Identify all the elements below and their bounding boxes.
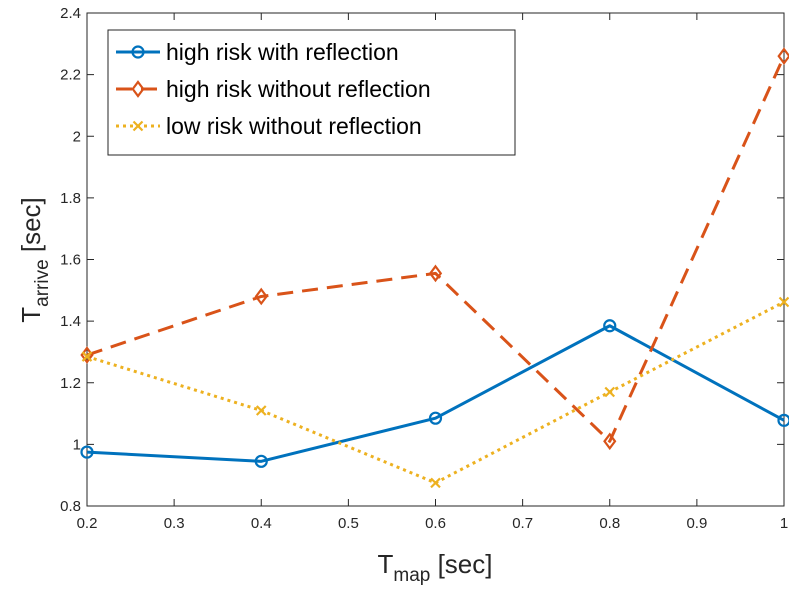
- legend-label-2: high risk without reflection: [166, 76, 431, 102]
- x-axis: 0.2 0.3 0.4 0.5 0.6 0.7 0.8 0.9 1: [77, 13, 788, 532]
- x-marker-stroke: [778, 296, 789, 308]
- data-point-series-2: [777, 47, 789, 65]
- data-point-series-2: [603, 432, 617, 451]
- x-tick-label: 0.9: [686, 515, 707, 532]
- x-tick-label: 1: [780, 515, 788, 532]
- y-tick-label: 1.4: [60, 313, 81, 330]
- data-point-series-1: [80, 445, 94, 459]
- data-point-series-3: [81, 351, 93, 362]
- y-tick-label: 1.6: [60, 252, 81, 269]
- y-tick-label: 0.8: [60, 498, 81, 515]
- data-point-series-3: [604, 386, 616, 398]
- data-point-series-2: [254, 287, 268, 306]
- data-point-series-1: [428, 411, 443, 425]
- legend-label-1: high risk with reflection: [166, 39, 399, 65]
- x-marker-stroke: [132, 120, 144, 132]
- y-tick-label: 1.2: [60, 375, 81, 392]
- x-marker-stroke: [255, 405, 267, 416]
- x-marker-stroke: [81, 351, 93, 362]
- legend-marker-2: [131, 80, 145, 98]
- x-marker-stroke: [430, 477, 441, 489]
- x-tick-label: 0.7: [512, 515, 533, 532]
- legend-items: high risk with reflection high risk witho…: [116, 39, 431, 139]
- data-point-series-3: [778, 296, 789, 308]
- x-tick-label: 0.8: [599, 515, 620, 532]
- series-line-2: [86, 55, 786, 443]
- data-point-series-2: [428, 264, 443, 283]
- data-point-series-1: [603, 319, 617, 333]
- data-point-series-1: [254, 454, 268, 468]
- data-point-series-3: [430, 477, 441, 489]
- y-tick-label: 2.4: [60, 5, 81, 22]
- legend-label-3: low risk without reflection: [166, 113, 422, 139]
- data-point-series-1: [777, 413, 789, 427]
- legend-marker-1: [131, 45, 145, 59]
- y-tick-label: 2.2: [60, 67, 81, 84]
- y-tick-label: 2: [73, 128, 81, 145]
- series-line-1: [86, 324, 785, 463]
- x-tick-label: 0.3: [164, 515, 185, 532]
- x-tick-label: 0.2: [77, 515, 98, 532]
- x-tick-label: 0.5: [338, 515, 359, 532]
- x-tick-label: 0.6: [425, 515, 446, 532]
- x-tick-label: 0.4: [251, 515, 272, 532]
- x-marker-stroke: [604, 386, 616, 398]
- legend-box: [107, 29, 516, 156]
- data-point-series-3: [255, 405, 267, 416]
- y-tick-label: 1: [73, 436, 81, 453]
- series-markers: [80, 47, 789, 489]
- y-axis: 0.8 1 1.2 1.4 1.6 1.8 2 2.2 2.4: [60, 5, 784, 515]
- y-tick-label: 1.8: [60, 190, 81, 207]
- legend-marker-3: [132, 120, 144, 132]
- y-axis-label: Tarrive [sec]: [16, 197, 53, 323]
- legend: high risk with reflection high risk witho…: [107, 29, 516, 156]
- x-axis-label: Tmap [sec]: [378, 549, 493, 586]
